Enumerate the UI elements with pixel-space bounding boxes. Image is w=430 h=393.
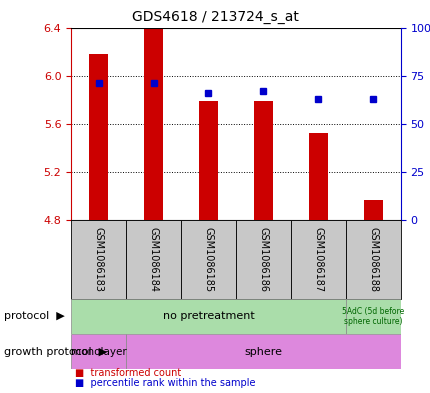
Text: protocol  ▶: protocol ▶ <box>4 311 65 321</box>
Bar <box>71 299 345 334</box>
Text: ■  percentile rank within the sample: ■ percentile rank within the sample <box>75 378 255 388</box>
Bar <box>181 220 236 299</box>
Text: GSM1086186: GSM1086186 <box>258 227 268 292</box>
Bar <box>89 54 108 220</box>
Text: sphere: sphere <box>244 347 282 357</box>
Text: no pretreatment: no pretreatment <box>162 311 254 321</box>
Bar <box>126 334 400 369</box>
Text: GSM1086183: GSM1086183 <box>93 227 103 292</box>
Text: GDS4618 / 213724_s_at: GDS4618 / 213724_s_at <box>132 10 298 24</box>
Text: GSM1086187: GSM1086187 <box>313 227 322 292</box>
Text: GSM1086184: GSM1086184 <box>148 227 158 292</box>
Bar <box>290 220 345 299</box>
Bar <box>126 220 181 299</box>
Bar <box>345 220 400 299</box>
Text: ■  transformed count: ■ transformed count <box>75 368 181 378</box>
Text: monolayer: monolayer <box>71 347 126 357</box>
Bar <box>308 133 327 220</box>
Text: 5AdC (5d before
sphere culture): 5AdC (5d before sphere culture) <box>341 307 403 326</box>
Bar <box>71 220 126 299</box>
Text: GSM1086188: GSM1086188 <box>368 227 378 292</box>
Bar <box>363 200 382 220</box>
Bar <box>236 220 290 299</box>
Bar <box>198 101 218 220</box>
Text: GSM1086185: GSM1086185 <box>203 227 213 292</box>
Text: growth protocol  ▶: growth protocol ▶ <box>4 347 107 357</box>
Bar <box>71 334 126 369</box>
Bar <box>253 101 273 220</box>
Bar <box>144 29 163 220</box>
Bar <box>345 299 400 334</box>
